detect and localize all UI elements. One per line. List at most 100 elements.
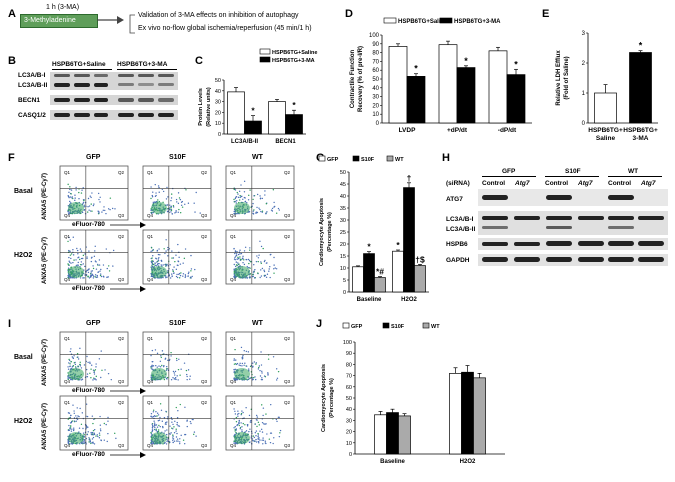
flow-event [99, 428, 102, 430]
quadrant-label: Q2 [118, 170, 125, 175]
y-tick-label: 35 [340, 206, 346, 212]
flow-event [255, 414, 258, 417]
flow-event [234, 256, 236, 259]
flow-event [259, 197, 262, 199]
flow-event [166, 376, 169, 379]
flow-event [262, 443, 264, 445]
flow-event [90, 431, 92, 434]
flow-event [105, 423, 107, 426]
flow-event [151, 425, 154, 427]
flow-event [150, 261, 153, 264]
flow-event [69, 254, 72, 256]
flow-event [235, 261, 238, 263]
flow-event [252, 435, 254, 437]
flow-event [238, 190, 241, 193]
flow-event [158, 248, 160, 250]
flow-event [78, 427, 81, 429]
flow-event [239, 364, 241, 367]
flow-event [261, 372, 263, 374]
flow-event [71, 420, 74, 422]
flow-event [174, 420, 176, 423]
flow-event [70, 257, 72, 260]
flow-event [77, 261, 79, 264]
flow-event [260, 428, 263, 431]
flow-event [89, 372, 91, 374]
y-tick-label: 30 [372, 95, 379, 101]
flow-event [80, 264, 83, 266]
flow-event [98, 211, 100, 213]
flow-event [108, 270, 111, 272]
flow-event [259, 195, 261, 197]
flow-event [86, 211, 89, 213]
flow-event [152, 201, 154, 203]
flow-event [86, 269, 88, 272]
flow-event [245, 365, 248, 367]
arrow-head [140, 388, 146, 394]
flow-event [151, 361, 153, 363]
blot-b-lc3 [50, 72, 178, 90]
flow-event [248, 414, 251, 417]
flow-event [67, 213, 70, 215]
flow-event [159, 403, 162, 405]
flow-event [194, 268, 196, 271]
flow-event [180, 434, 182, 437]
flow-event [158, 186, 160, 189]
flow-event [177, 425, 179, 427]
outcome-line-2: Ex vivo no-flow global ischemia/reperfus… [138, 25, 312, 32]
flow-event [242, 422, 244, 425]
flow-density [234, 202, 250, 214]
flow-event [83, 440, 86, 442]
flow-event [86, 415, 89, 418]
flow-event [269, 254, 272, 256]
y-tick-label: 10 [346, 441, 352, 447]
y-tick-label: 20 [215, 110, 221, 116]
flow-event [233, 442, 235, 444]
flow-event [249, 260, 252, 263]
flow-event [266, 433, 268, 435]
flow-event [173, 272, 175, 274]
flow-event [235, 420, 238, 423]
flow-event [271, 210, 274, 212]
flow-event [256, 255, 258, 257]
quadrant-label: Q1 [147, 400, 154, 405]
flow-event [156, 352, 159, 355]
flow-x-axis-arrow [110, 452, 146, 458]
blot-h-cond-4: Atg7 [578, 180, 593, 187]
flow-event [72, 249, 74, 251]
flow-event [254, 376, 256, 378]
flow-event [249, 189, 251, 191]
quadrant-label: Q3 [284, 213, 291, 218]
flow-event [175, 210, 177, 212]
flow-event [154, 262, 156, 264]
flow-event [100, 430, 102, 432]
flow-event [240, 184, 242, 186]
flow-event [236, 250, 238, 253]
flow-event [190, 268, 193, 270]
flow-event [69, 365, 71, 367]
flow-event [107, 416, 109, 419]
flow-event [174, 370, 177, 373]
flow-event [166, 276, 168, 278]
flow-event [249, 267, 251, 269]
flow-event [83, 364, 86, 366]
flow-event [99, 273, 102, 275]
legend-label: GFP [351, 324, 363, 330]
flow-event [86, 375, 88, 378]
flow-event [187, 272, 190, 275]
flow-event [264, 274, 267, 277]
flow-event [151, 196, 154, 198]
flow-event [262, 414, 264, 417]
flow-event [153, 428, 156, 431]
flow-event [169, 204, 171, 206]
flow-event [67, 183, 69, 186]
flow-event [163, 248, 165, 250]
flow-event [252, 273, 254, 276]
flow-event [243, 180, 246, 183]
flow-event [236, 213, 238, 215]
flow-event [243, 364, 245, 366]
flow-event [233, 258, 236, 260]
flow-event [235, 202, 237, 204]
y-tick-label: 3 [582, 31, 586, 37]
bar [386, 412, 399, 455]
flow-event [103, 276, 105, 278]
